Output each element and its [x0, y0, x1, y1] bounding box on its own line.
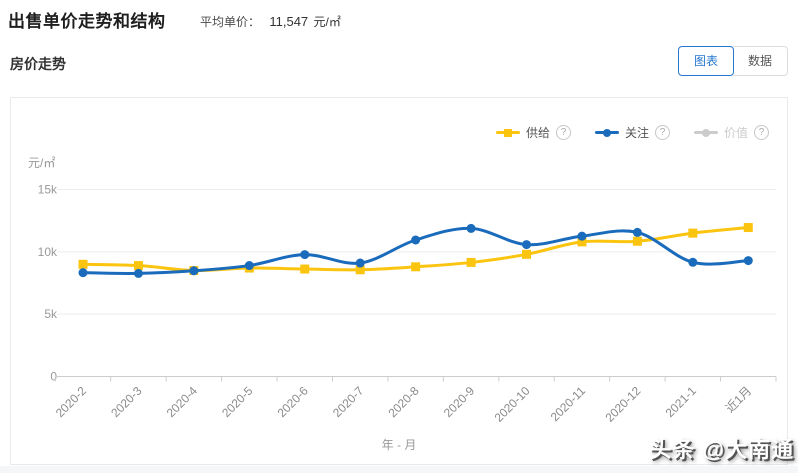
legend-item-supply[interactable]: 供给 ?: [495, 124, 571, 141]
legend-label: 关注: [624, 126, 649, 140]
section-title: 房价走势: [10, 56, 66, 72]
legend-item-value[interactable]: 价值 ?: [693, 124, 769, 141]
page-title: 出售单价走势和结构: [8, 12, 166, 31]
average-price-unit: 元/㎡: [313, 15, 341, 29]
svg-text:2020-5: 2020-5: [219, 383, 256, 420]
help-question-icon[interactable]: ?: [555, 125, 571, 140]
svg-text:2020-12: 2020-12: [602, 383, 643, 424]
svg-text:2020-8: 2020-8: [385, 383, 422, 420]
svg-text:2020-3: 2020-3: [108, 383, 145, 420]
help-question-icon[interactable]: ?: [654, 125, 670, 140]
chart-panel: 供给 ? 关注 ? 价值 ? 元/㎡ 0 5k 10k 15k 2020-2 2020-3…: [10, 97, 788, 465]
average-price: 平均单价： 11,547 元/㎡: [200, 13, 341, 30]
svg-text:2020-2: 2020-2: [53, 383, 90, 420]
svg-text:0: 0: [50, 370, 57, 384]
view-toggle: 图表 数据: [677, 46, 788, 76]
svg-text:近1月: 近1月: [723, 384, 755, 416]
supply-line-marker-icon: [495, 128, 520, 138]
help-question-icon[interactable]: ?: [754, 125, 769, 140]
average-price-label: 平均单价：: [200, 15, 261, 29]
svg-text:2020-4: 2020-4: [164, 383, 201, 420]
svg-text:10k: 10k: [38, 245, 58, 259]
svg-text:2020-10: 2020-10: [492, 383, 533, 424]
trend-chart[interactable]: 0 5k 10k 15k 2020-2 2020-3 2020-4 2020-5 2020-6 2…: [11, 98, 787, 464]
value-line-marker-icon: [693, 128, 718, 138]
bottom-strip: [0, 466, 798, 473]
svg-text:15k: 15k: [38, 183, 58, 197]
legend-item-attention[interactable]: 关注 ?: [594, 124, 670, 141]
chart-view-button[interactable]: 图表: [677, 46, 734, 76]
svg-text:2020-9: 2020-9: [441, 383, 478, 420]
x-axis-title: 年 - 月: [381, 438, 417, 452]
data-view-button[interactable]: 数据: [732, 46, 788, 76]
average-price-value: 11,547: [269, 14, 309, 29]
y-axis-unit: 元/㎡: [28, 156, 56, 170]
svg-text:2020-6: 2020-6: [275, 383, 312, 420]
chart-legend: 供给 ? 关注 ? 价值 ?: [495, 124, 769, 141]
svg-text:2020-7: 2020-7: [330, 383, 367, 420]
svg-text:2020-11: 2020-11: [548, 383, 589, 424]
svg-text:5k: 5k: [44, 307, 58, 321]
attention-line-marker-icon: [594, 128, 619, 138]
legend-label: 供给: [525, 126, 550, 140]
svg-text:2021-1: 2021-1: [663, 383, 700, 420]
watermark: 头条 @大南通: [649, 437, 794, 462]
legend-label: 价值: [723, 126, 748, 140]
